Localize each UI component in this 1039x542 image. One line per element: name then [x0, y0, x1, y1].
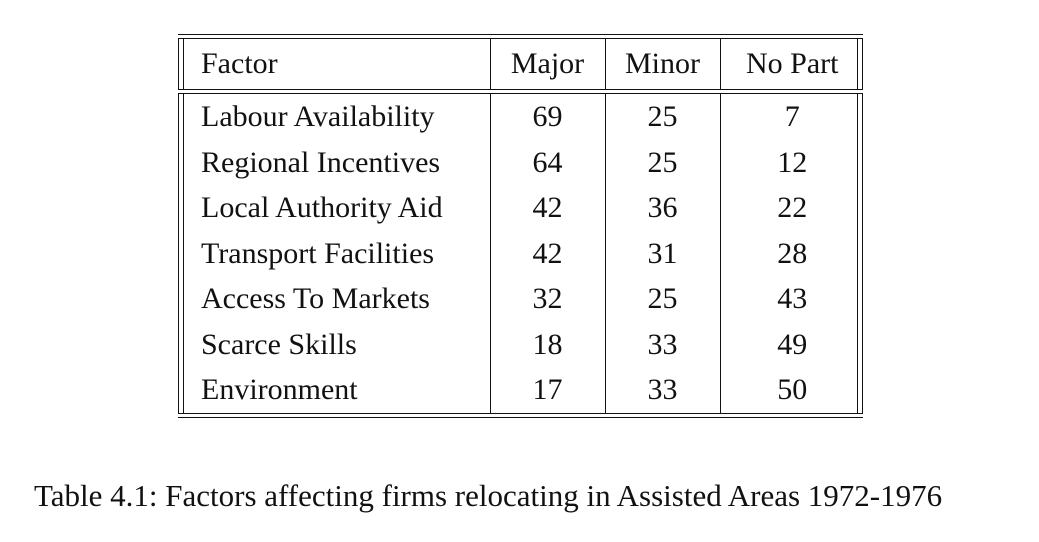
cell-factor: Access To Markets: [201, 282, 430, 315]
table-body-box: Labour Availability 69 25 7 Regional Inc…: [178, 94, 864, 413]
header-factor: Factor: [201, 47, 278, 80]
cell-no-part: 50: [719, 367, 864, 413]
cell-factor: Transport Facilities: [201, 236, 435, 270]
cell-factor: Labour Availability: [201, 100, 435, 133]
table-caption: Table 4.1: Factors affecting firms reloc…: [34, 478, 943, 513]
table-row: Regional Incentives 64 25 12: [179, 139, 864, 185]
cell-factor: Environment: [201, 373, 358, 406]
cell-minor: 33: [604, 367, 720, 413]
cell-minor: 36: [604, 185, 720, 231]
cell-minor: 25: [604, 94, 720, 140]
cell-major: 32: [489, 276, 605, 322]
table-row: Transport Facilities 42 31 28: [179, 230, 864, 276]
table-row: Scarce Skills 18 33 49: [179, 321, 864, 367]
top-double-rule: [178, 34, 863, 39]
table-header-box: Factor Major Minor No Part: [178, 39, 864, 89]
cell-no-part: 12: [719, 139, 864, 185]
cell-no-part: 49: [719, 321, 864, 367]
header-major: Major: [489, 39, 605, 89]
cell-minor: 33: [604, 321, 720, 367]
cell-major: 18: [489, 321, 605, 367]
cell-no-part: 7: [719, 94, 864, 140]
header-minor: Minor: [604, 39, 720, 89]
table-row: Local Authority Aid 42 36 22: [179, 185, 864, 231]
cell-no-part: 28: [719, 230, 864, 276]
cell-major: 17: [489, 367, 605, 413]
header-double-rule: [178, 89, 863, 94]
table-row: Labour Availability 69 25 7: [179, 94, 864, 140]
table-row: Access To Markets 32 25 43: [179, 276, 864, 322]
table-header: Factor Major Minor No Part: [179, 39, 864, 89]
cell-minor: 25: [604, 276, 720, 322]
cell-minor: 31: [604, 230, 720, 276]
header-row: Factor Major Minor No Part: [179, 39, 864, 89]
bottom-double-rule: [178, 412, 863, 418]
cell-major: 69: [489, 94, 605, 140]
cell-major: 42: [489, 185, 605, 231]
table-body: Labour Availability 69 25 7 Regional Inc…: [179, 94, 864, 413]
cell-major: 64: [489, 139, 605, 185]
table-row: Environment 17 33 50: [179, 367, 864, 413]
cell-minor: 25: [604, 139, 720, 185]
header-no-part: No Part: [719, 39, 864, 89]
cell-factor: Scarce Skills: [201, 327, 357, 361]
cell-no-part: 43: [719, 276, 864, 322]
cell-factor: Regional Incentives: [201, 145, 441, 179]
cell-factor: Local Authority Aid: [201, 191, 443, 224]
cell-no-part: 22: [719, 185, 864, 231]
factors-table: Factor Major Minor No Part Labour Availa…: [178, 34, 864, 418]
cell-major: 42: [489, 230, 605, 276]
